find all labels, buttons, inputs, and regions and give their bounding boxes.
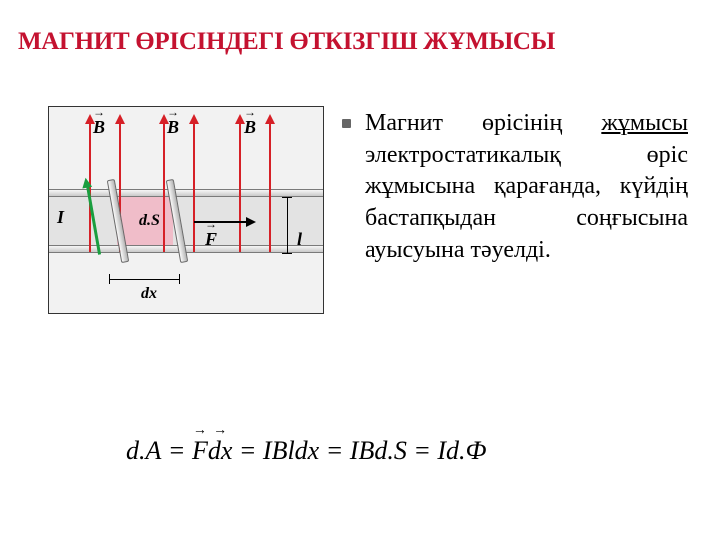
bullet-item: Магнит өрісінің жұмысы электростатикалық…	[342, 108, 700, 266]
text-column: Магнит өрісінің жұмысы электростатикалық…	[342, 106, 700, 314]
content-row: →B →B →B I d.S →F l dx Магнит өрісінің ж…	[0, 56, 720, 314]
b-arrow	[163, 122, 165, 252]
bullet-icon	[342, 119, 351, 128]
dx-tick-right	[179, 274, 180, 284]
label-dx: dx	[141, 285, 157, 303]
b-arrow	[269, 122, 271, 252]
b-arrow	[239, 122, 241, 252]
label-l: l	[297, 229, 302, 250]
physics-diagram: →B →B →B I d.S →F l dx	[48, 106, 324, 314]
work-formula: d.A = →F →dx = IBldx = IBd.S = Id.Ф	[126, 436, 486, 466]
b-arrow	[193, 122, 195, 252]
l-measure-line	[287, 197, 288, 253]
label-B3: →B	[244, 117, 256, 138]
dx-tick-left	[109, 274, 110, 284]
page-title: МАГНИТ ӨРІСІНДЕГІ ӨТКІЗГІШ ЖҰМЫСЫ	[0, 0, 720, 56]
label-dS: d.S	[139, 212, 160, 230]
f-IBdS: IBd.S	[350, 436, 407, 466]
f-eq2: =	[232, 436, 263, 466]
f-eq4: =	[407, 436, 438, 466]
dx-measure-line	[109, 279, 179, 280]
body-underline: жұмысы	[601, 110, 688, 136]
label-F: →F	[205, 229, 217, 250]
f-F: →F	[192, 436, 208, 466]
body-part3: электростатикалық өріс жұмысына қарағанд…	[365, 142, 688, 263]
f-dA: d.A	[126, 436, 161, 466]
f-eq3: =	[319, 436, 350, 466]
f-IBldx: IBldx	[263, 436, 319, 466]
l-tick-top	[282, 197, 292, 198]
f-IdPhi: Id.Ф	[437, 436, 486, 466]
label-B2: →B	[167, 117, 179, 138]
body-part1: Магнит өрісінің	[365, 110, 601, 136]
f-dx: →dx	[208, 436, 233, 466]
f-eq1: =	[161, 436, 192, 466]
label-I: I	[57, 207, 64, 228]
label-B1: →B	[93, 117, 105, 138]
l-tick-bottom	[282, 253, 292, 254]
body-paragraph: Магнит өрісінің жұмысы электростатикалық…	[365, 108, 700, 266]
force-arrow	[194, 221, 248, 223]
